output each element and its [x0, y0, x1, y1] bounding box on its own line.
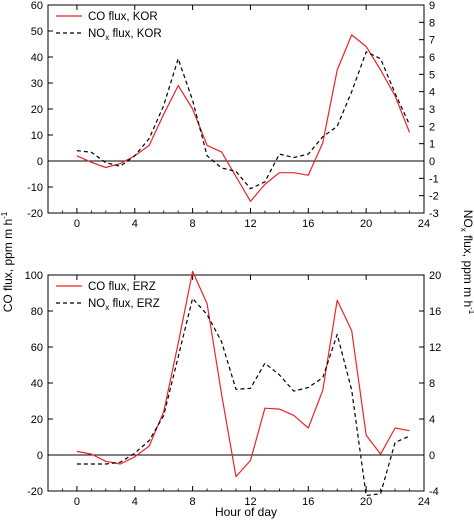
- left-axis-title: CO flux, ppm m h-1: [0, 211, 15, 312]
- left-axis-title-main: CO flux, ppm m h: [1, 219, 15, 312]
- top-left-y-tick-label: -20: [27, 208, 43, 220]
- top-right-y-tick-label: 3: [429, 104, 435, 116]
- top-right-y-tick-label: 0: [429, 156, 435, 168]
- bottom-x-tick-label: 0: [74, 496, 80, 508]
- top-legend-label: CO flux, KOR: [88, 11, 158, 23]
- top-right-y-tick-label: -1: [429, 173, 439, 185]
- top-x-tick-label: 8: [190, 218, 196, 230]
- bottom-legend-label: CO flux, ERZ: [88, 281, 156, 293]
- top-nox-series-line: [76, 51, 411, 190]
- bottom-right-y-tick-label: 12: [429, 342, 441, 354]
- bottom-right-y-tick-label: 8: [429, 378, 435, 390]
- bottom-x-tick-label: 24: [418, 496, 430, 508]
- top-left-y-tick-label: 60: [31, 0, 43, 12]
- bottom-right-y-tick-label: -4: [429, 486, 439, 498]
- right-axis-title-sub: x: [459, 228, 468, 232]
- bottom-right-y-tick-label: 20: [429, 270, 441, 282]
- top-right-y-tick-label: 7: [429, 35, 435, 47]
- top-right-y-tick-label: 8: [429, 17, 435, 29]
- top-co-series-line: [76, 34, 411, 202]
- bottom-x-tick-label: 4: [132, 496, 138, 508]
- bottom-panel: 0 4 8 12 16 20 24 -20 0 20 40 60 80 100 -4 0 4 8 12 16 20 CO…: [25, 270, 442, 508]
- top-right-y-tick-label: -2: [429, 191, 439, 203]
- bottom-left-y-tick-label: 0: [37, 450, 43, 462]
- bottom-legend: CO flux, ERZ NOx flux, ERZ: [56, 281, 160, 312]
- top-left-y-tick-label: 40: [31, 52, 43, 64]
- top-right-y-tick-label: 5: [429, 69, 435, 81]
- left-axis-title-sup: -1: [0, 211, 9, 219]
- x-axis-title: Hour of day: [215, 505, 277, 519]
- right-axis-title: NOx flux, ppm m h-1: [459, 210, 474, 315]
- top-left-y-tick-label: 10: [31, 130, 43, 142]
- top-right-y-tick-label: -3: [429, 208, 439, 220]
- top-left-y-tick-label: 30: [31, 78, 43, 90]
- bottom-co-series-line: [76, 270, 410, 478]
- bottom-legend-label: NOx flux, ERZ: [88, 298, 160, 312]
- top-right-y-tick-label: 4: [429, 87, 435, 99]
- bottom-right-y-tick-label: 4: [429, 414, 435, 426]
- bottom-left-y-tick-label: 80: [31, 306, 43, 318]
- top-left-y-tick-label: 0: [37, 156, 43, 168]
- top-x-tick-label: 16: [302, 218, 314, 230]
- bottom-x-tick-label: 12: [244, 496, 256, 508]
- bottom-x-tick-label: 8: [190, 496, 196, 508]
- top-left-y-tick-label: -10: [27, 182, 43, 194]
- top-right-y-tick-label: 6: [429, 52, 435, 64]
- top-left-y-tick-label: 20: [31, 104, 43, 116]
- bottom-axes: 0 4 8 12 16 20 24 -20 0 20 40 60 80 100 -4 0 4 8 12 16 20: [25, 270, 442, 508]
- bottom-series: [76, 270, 410, 497]
- top-x-tick-label: 20: [360, 218, 372, 230]
- bottom-right-y-tick-label: 16: [429, 306, 441, 318]
- top-x-tick-label: 12: [244, 218, 256, 230]
- top-x-tick-label: 4: [132, 218, 138, 230]
- bottom-right-y-tick-label: 0: [429, 450, 435, 462]
- bottom-left-y-tick-label: 20: [31, 414, 43, 426]
- top-right-y-tick-label: 2: [429, 121, 435, 133]
- top-legend: CO flux, KOR NOx flux, KOR: [56, 11, 162, 42]
- right-axis-title-sup: -1: [467, 307, 474, 315]
- bottom-left-y-tick-label: -20: [27, 486, 43, 498]
- bottom-left-y-tick-label: 40: [31, 378, 43, 390]
- bottom-x-tick-label: 16: [302, 496, 314, 508]
- top-left-y-tick-label: 50: [31, 26, 43, 38]
- bottom-left-y-tick-label: 100: [25, 270, 43, 282]
- top-right-y-tick-label: 1: [429, 139, 435, 151]
- bottom-x-tick-label: 20: [360, 496, 372, 508]
- top-right-y-tick-label: 9: [429, 0, 435, 12]
- top-x-tick-label: 0: [74, 218, 80, 230]
- bottom-left-y-tick-label: 60: [31, 342, 43, 354]
- top-axes: 0 4 8 12 16 20 24-20-100102030405060-3-2-10123…: [27, 0, 439, 230]
- top-panel: 0 4 8 12 16 20 24-20-100102030405060-3-2-10123…: [27, 0, 439, 230]
- bottom-nox-series-line: [76, 297, 410, 497]
- top-series: [76, 34, 411, 202]
- right-axis-title-main: NO: [461, 210, 474, 228]
- right-axis-title-tail: flux, ppm m h: [461, 232, 474, 307]
- top-legend-label: NOx flux, KOR: [88, 28, 162, 42]
- top-x-tick-label: 24: [418, 218, 430, 230]
